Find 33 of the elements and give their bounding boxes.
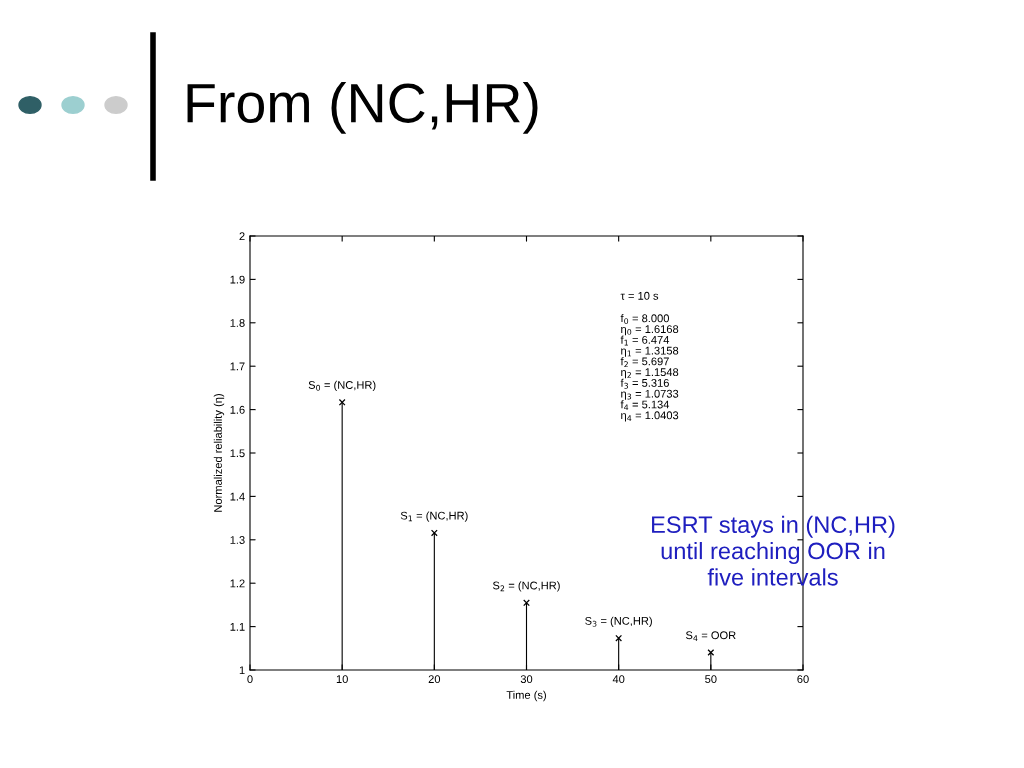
x-tick-label: 50 xyxy=(705,675,717,684)
point xyxy=(615,634,623,642)
point xyxy=(430,529,438,537)
x-tick-label: 20 xyxy=(428,675,441,684)
point xyxy=(707,649,715,656)
y-tick-label: 1.6 xyxy=(230,405,245,414)
y-tick-label: 1.1 xyxy=(230,622,245,631)
annotation: S$_{0}$ = (NC,HR) xyxy=(308,380,376,392)
x-tick-label: 30 xyxy=(520,675,533,684)
y-tick-label: 1.7 xyxy=(230,362,245,371)
y-tick-label: 1.2 xyxy=(230,579,245,588)
annotation: S$_{2}$ = (NC,HR) xyxy=(492,581,560,592)
y-tick-label: 1.9 xyxy=(230,275,245,284)
text: f$_{0}$ = 8.000 η$_{0}$ = 1.6168 f$_{1}$ = 6.474 η$_{1}$ = 1.3158 f$_{2}$ = 5.697 η$_{2}$ = 1.1548 f$_{3}$ = 5.316 η$_{3}$ = 1.0733 f$_{4}$ = 5.134 η$_{4}$ = 1.0403 xyxy=(620,314,679,422)
x-axis-title: Time (s) xyxy=(506,690,546,702)
x-tick-label: 60 xyxy=(797,675,809,684)
x-tick-label: 10 xyxy=(336,675,348,684)
annotation: S$_{4}$ = OOR xyxy=(685,631,736,641)
y-tick-label: 2 xyxy=(239,232,245,241)
y-tick-label: 1.3 xyxy=(230,536,245,544)
x-tick-label: 40 xyxy=(612,675,625,684)
point xyxy=(338,398,346,406)
y-tick-label: 1.8 xyxy=(230,319,245,327)
point xyxy=(523,599,530,607)
y-tick-label: 1.5 xyxy=(230,449,245,458)
y-tick-label: 1 xyxy=(239,666,245,675)
y-axis-title: Normalized reliability (η) xyxy=(213,394,225,512)
y-tick-label: 1.4 xyxy=(230,492,245,501)
chart-title: From (NC,HR) xyxy=(187,82,538,134)
x-tick-label: 0 xyxy=(247,675,253,684)
annotation: τ = 10 s xyxy=(620,291,659,300)
annotation: S$_{1}$ = (NC,HR) xyxy=(400,511,468,522)
annotation: S$_{3}$ = (NC,HR) xyxy=(585,616,652,627)
